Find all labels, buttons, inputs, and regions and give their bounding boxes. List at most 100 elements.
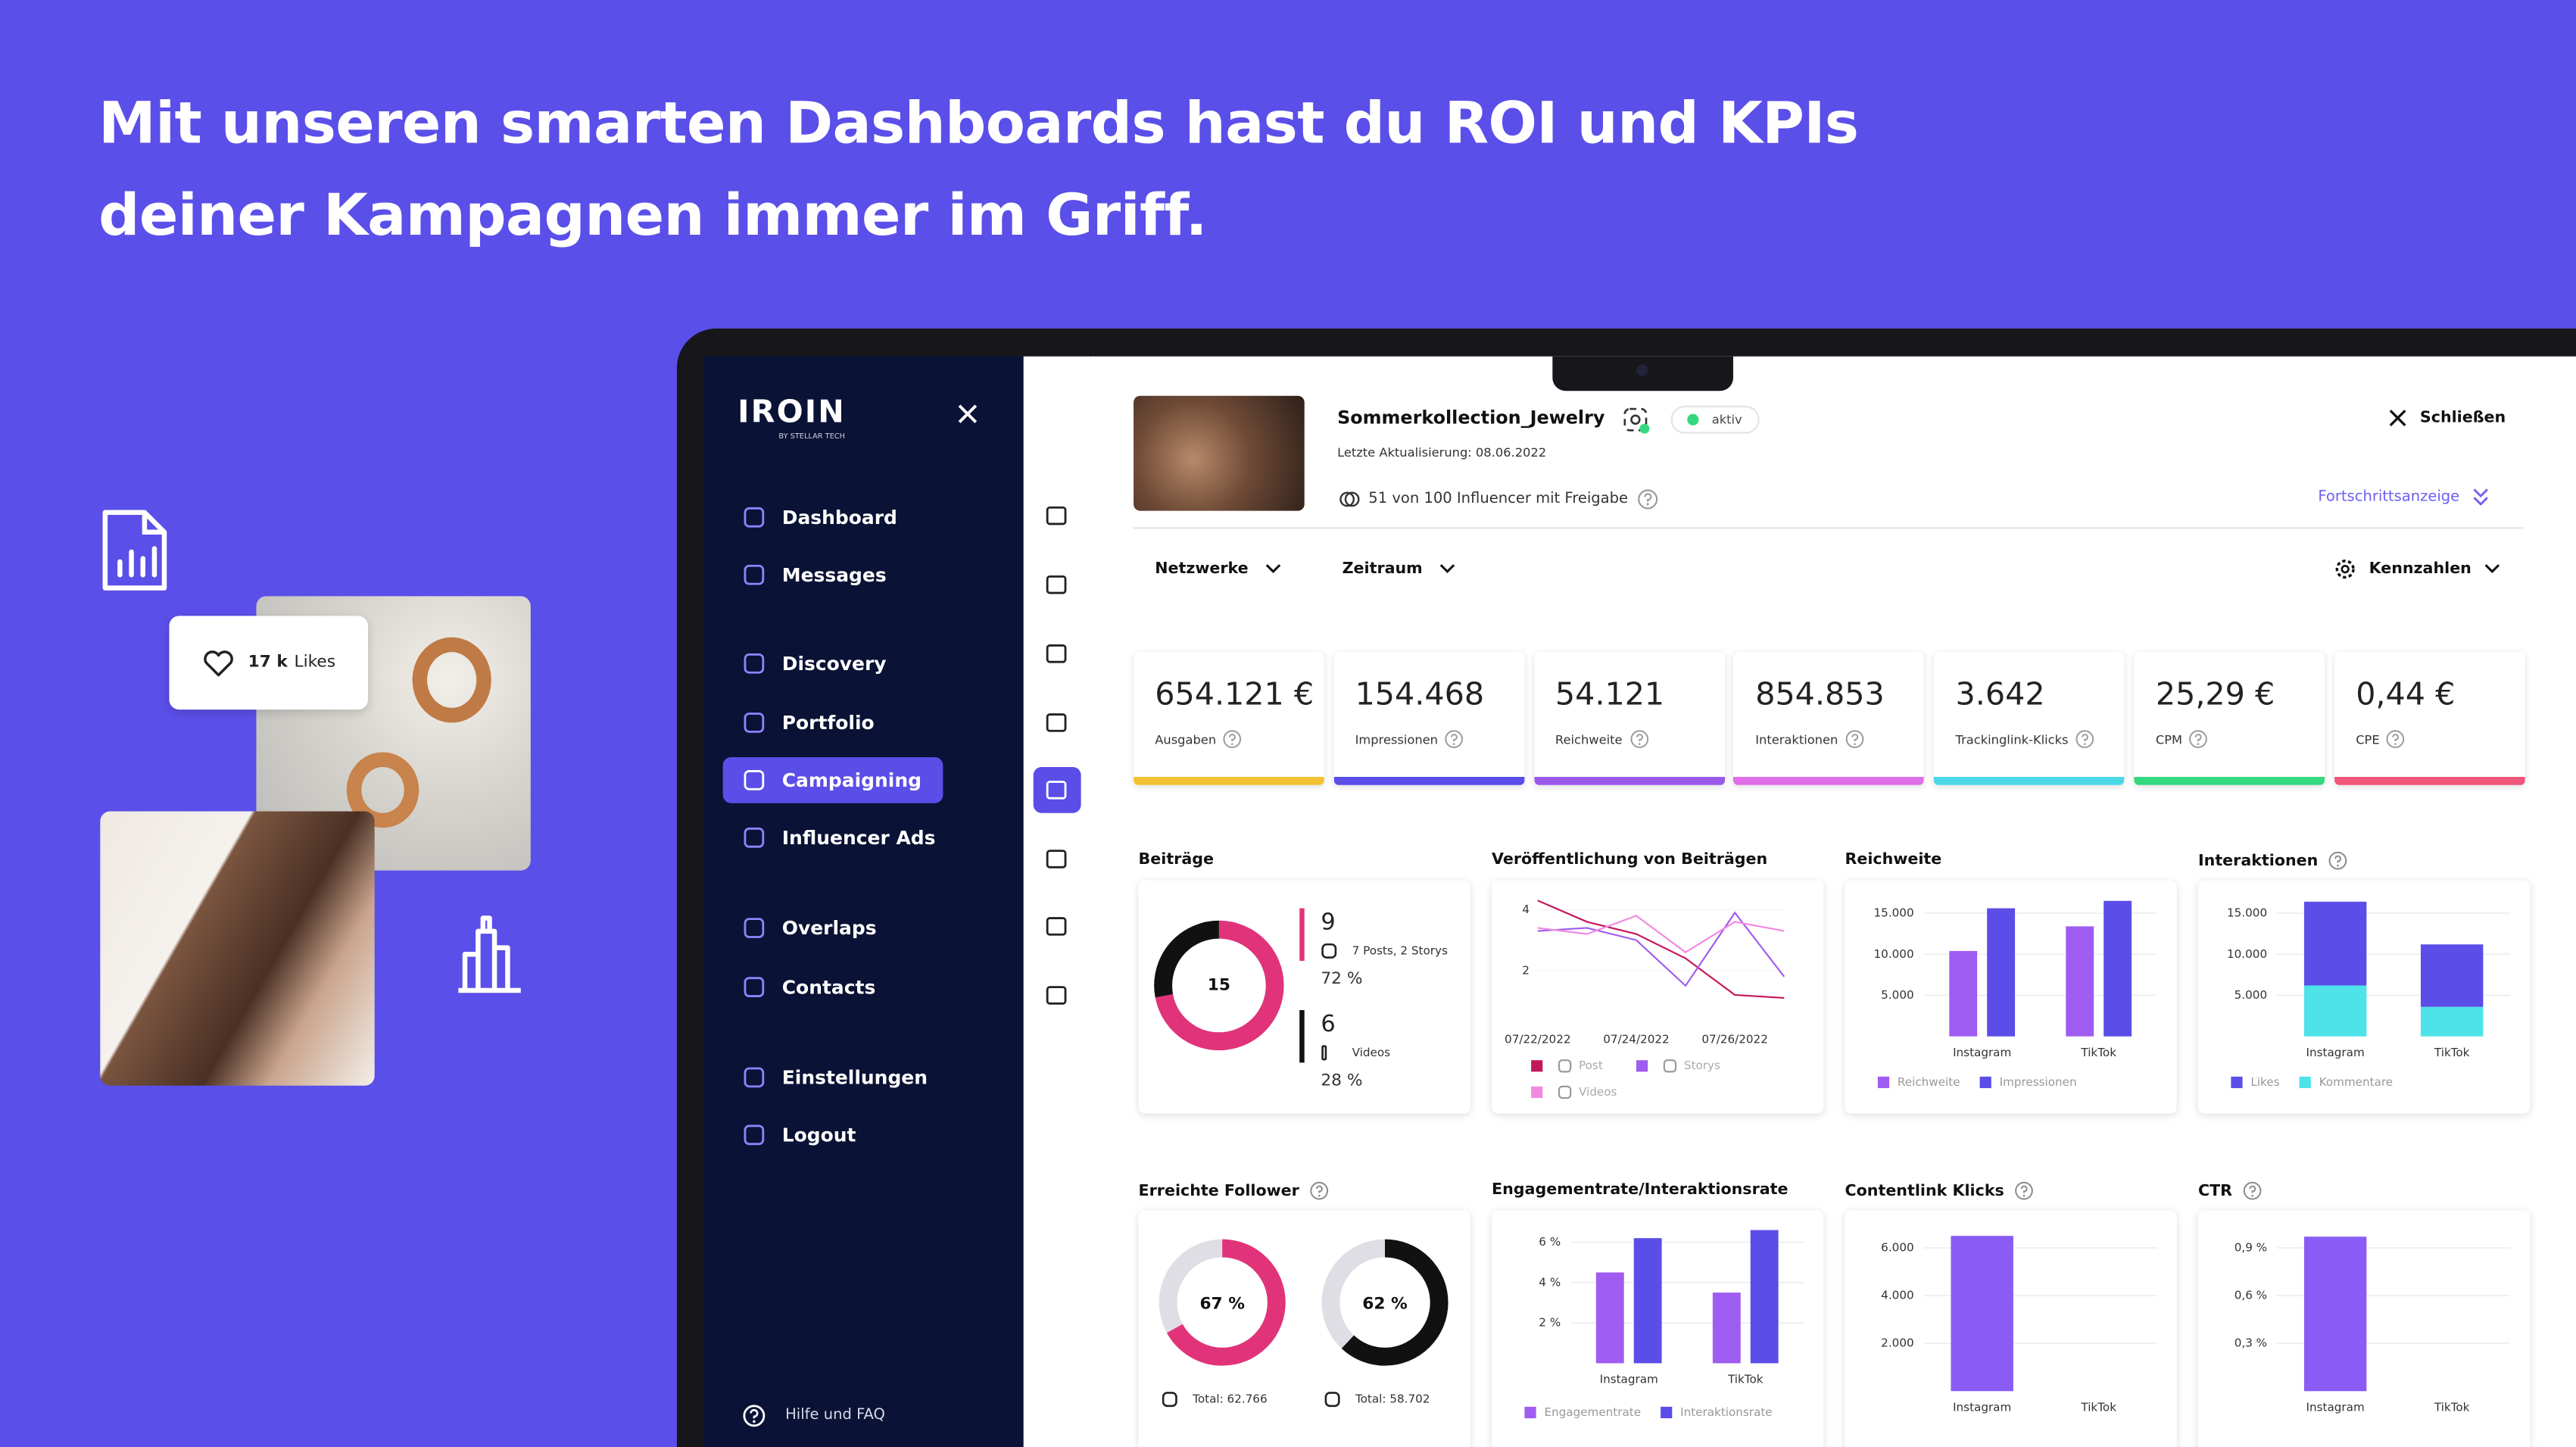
headline-line: Mit unseren smarten Dashboards hast du R… xyxy=(98,92,1859,158)
widget-chart: 0,3 % 0,6 % 0,9 % Instagram TikTok xyxy=(2235,1236,2511,1414)
widget-title: Contentlink Klicks xyxy=(1845,1181,2034,1201)
legend-label: Reichweite xyxy=(1898,1075,1960,1089)
info-circle xyxy=(2328,851,2347,870)
info-dot xyxy=(2083,743,2086,745)
kpi-label-row: Reichweite xyxy=(1555,729,1648,749)
rail-icon[interactable] xyxy=(1045,711,1068,734)
gauge-total: Total: 62.766 xyxy=(1192,1392,1267,1406)
y-tick-label: 2 xyxy=(1522,963,1530,977)
bar xyxy=(2066,926,2094,1037)
close-text: Schließen xyxy=(2419,409,2506,427)
kpi-label-row: Trackinglink-Klicks xyxy=(1956,729,2095,749)
menu-item[interactable]: Logout xyxy=(723,1112,943,1159)
widget-card: 67 % Total: 62.766 62 % Total: 58.702 xyxy=(1138,1210,1470,1447)
menu-icon-shape xyxy=(744,1124,765,1146)
menu-item[interactable]: Messages xyxy=(723,552,943,598)
filter-dropdown[interactable]: Netzwerke xyxy=(1155,560,1281,578)
rail-icon[interactable] xyxy=(1045,847,1068,870)
gauge-label: 67 % xyxy=(1199,1294,1245,1313)
progress-toggle[interactable]: Fortschrittsanzeige xyxy=(2318,488,2489,507)
x-tick-label: Instagram xyxy=(1600,1373,1658,1386)
legend-swatch xyxy=(1531,1060,1543,1072)
info-mark xyxy=(2020,1185,2028,1193)
rail-icon-shape xyxy=(1046,713,1067,732)
status-pill: aktiv xyxy=(1670,405,1760,434)
kpi-settings-button[interactable]: Kennzahlen xyxy=(2334,559,2501,580)
widget-title-text: Contentlink Klicks xyxy=(1845,1181,2004,1200)
kpi-color-bar xyxy=(1333,776,1525,785)
kpi-card: 154.468 Impressionen xyxy=(1333,652,1525,785)
kpi-value: 3.642 xyxy=(1955,676,2045,713)
info-mark xyxy=(2393,734,2400,741)
widget-title: Engagementrate/Interaktionsrate xyxy=(1492,1181,1788,1199)
help-link[interactable]: Hilfe und FAQ xyxy=(743,1405,885,1427)
kpi-label: CPE xyxy=(2356,731,2380,747)
bar xyxy=(1633,1238,1662,1364)
y-tick-label: 4 xyxy=(1522,903,1530,916)
rail-icon[interactable] xyxy=(1045,984,1068,1006)
menu-item[interactable]: Overlaps xyxy=(723,905,943,951)
legend-label: Storys xyxy=(1684,1059,1720,1072)
close-sidebar[interactable] xyxy=(956,402,979,425)
rail-icon[interactable] xyxy=(1045,915,1068,937)
x-tick-label: Instagram xyxy=(1953,1400,2011,1414)
campaign-image xyxy=(1134,395,1305,511)
menu-item[interactable]: Campaigning xyxy=(722,756,943,803)
chevron-icon xyxy=(1265,564,1280,574)
rail-icon[interactable] xyxy=(1045,573,1068,596)
info-icon xyxy=(1629,730,1648,748)
segment-share: 28 % xyxy=(1321,1071,1362,1090)
menu-item[interactable]: Portfolio xyxy=(723,700,943,746)
y-tick-label: 6 % xyxy=(1539,1235,1561,1249)
widget-chart: 2.000 4.000 6.000 Instagram TikTok xyxy=(1881,1236,2157,1414)
filter-dropdown[interactable]: Zeitraum xyxy=(1343,560,1455,578)
logo-subtitle: BY STELLAR TECH xyxy=(778,433,845,442)
menu-icon xyxy=(744,977,765,997)
sync-icon xyxy=(1339,491,1360,507)
widget-chart: 67 % Total: 62.766 62 % Total: 58.702 xyxy=(1159,1239,1449,1408)
menu-icon-shape xyxy=(744,769,765,791)
y-tick-label: 4 % xyxy=(1539,1275,1561,1289)
heart-icon xyxy=(204,650,233,676)
widget-card: 9 7 Posts, 2 Storys 72 % 6 Videos 28 % 15 xyxy=(1138,880,1470,1114)
x-tick-label: TikTok xyxy=(1727,1373,1764,1386)
close-button[interactable]: Schließen xyxy=(2389,409,2506,427)
x-tick-label: TikTok xyxy=(2080,1400,2116,1414)
segment-detail: 7 Posts, 2 Storys xyxy=(1352,943,1448,957)
legend-label: Kommentare xyxy=(2319,1075,2393,1089)
menu-item[interactable]: Influencer Ads xyxy=(723,815,943,861)
kpi-color-bar xyxy=(1533,776,1725,785)
gauge-label: 62 % xyxy=(1362,1294,1408,1313)
info-mark xyxy=(2334,855,2342,863)
kpi-label: Impressionen xyxy=(1355,731,1438,747)
rail-icon[interactable] xyxy=(1045,778,1068,801)
menu-label: Contacts xyxy=(781,975,876,999)
gauge-arc xyxy=(1159,1239,1286,1366)
x-tick-label: 07/22/2022 xyxy=(1505,1033,1570,1046)
segment-count: 9 xyxy=(1321,909,1335,936)
network-icon xyxy=(1558,1085,1572,1099)
widget-title-text: Veröffentlichung von Beiträgen xyxy=(1492,850,1768,869)
x-tick-label: Instagram xyxy=(2306,1400,2365,1414)
y-tick-label: 5.000 xyxy=(2235,988,2267,1002)
info-circle xyxy=(2243,1181,2261,1200)
info-mark xyxy=(1451,734,1458,741)
chevron-icon xyxy=(1439,564,1455,574)
rail-active xyxy=(1033,766,1081,813)
menu-item[interactable]: Contacts xyxy=(723,964,943,1010)
menu-item[interactable]: Dashboard xyxy=(723,494,943,541)
menu-label: Portfolio xyxy=(781,711,875,734)
info-icon xyxy=(1638,489,1658,510)
kpi-label: Reichweite xyxy=(1555,731,1623,747)
menu-icon-shape xyxy=(744,507,765,528)
y-tick-label: 10.000 xyxy=(2227,947,2267,961)
info-mark xyxy=(1851,734,1858,741)
menu-label: Messages xyxy=(781,563,887,587)
menu-item[interactable]: Discovery xyxy=(723,641,943,687)
rail-icon[interactable] xyxy=(1045,642,1068,665)
rail-icon[interactable] xyxy=(1045,504,1068,527)
menu-icon xyxy=(744,653,765,674)
kpi-value: 854.853 xyxy=(1755,676,1885,713)
menu-item[interactable]: Einstellungen xyxy=(723,1055,943,1101)
